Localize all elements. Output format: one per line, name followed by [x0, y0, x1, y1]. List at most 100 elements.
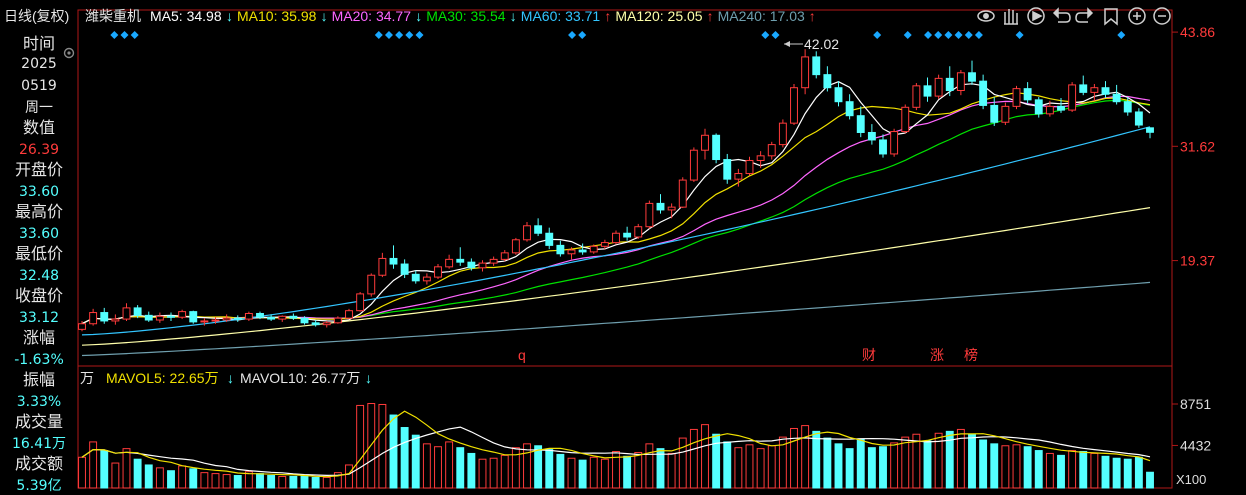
bookmark-icon[interactable] — [1104, 8, 1118, 26]
volume-ma-lines — [81, 410, 1151, 478]
candle-body — [723, 159, 732, 180]
candle-body — [489, 258, 498, 264]
ma-arrow-0: ↓ — [226, 8, 233, 24]
candle-body — [1112, 93, 1121, 103]
volume-axis: 8751 4432 — [1172, 396, 1211, 453]
event-labels: q 财 涨 榜 — [518, 347, 978, 363]
candle-body — [523, 225, 531, 241]
ma-label-4: MA60: 33.71 — [521, 8, 601, 24]
volume-bar — [890, 442, 899, 489]
eye-icon[interactable] — [977, 10, 995, 22]
volume-bar — [1146, 471, 1154, 489]
candle-body — [1057, 105, 1065, 111]
candle-body — [567, 249, 576, 255]
candle-body — [1101, 87, 1110, 95]
candle-body — [945, 77, 954, 92]
event-marker-diamond — [384, 31, 393, 39]
ma-label-5: MA120: 25.05 — [615, 8, 702, 24]
volume-bar — [167, 470, 175, 489]
event-marker-diamond — [120, 31, 129, 39]
redo-icon[interactable] — [1075, 7, 1094, 23]
candle-body — [578, 249, 587, 253]
sidebar-value-0-1: 0519 — [21, 78, 57, 94]
volume-bar — [845, 448, 854, 489]
candle-body — [600, 242, 609, 247]
hand-icon[interactable] — [1004, 9, 1018, 25]
volume-bar — [701, 424, 709, 489]
candle-body — [545, 232, 554, 246]
candle-body — [979, 80, 988, 106]
volume-bar — [834, 443, 843, 489]
volume-tick-label: 8751 — [1180, 396, 1211, 412]
candle-body — [144, 314, 153, 321]
candle-body — [1068, 84, 1077, 111]
sidebar-value-0-0: 2025 — [21, 56, 57, 72]
candle-body — [734, 173, 743, 180]
volume-bar — [778, 436, 787, 489]
sidebar-value-0-2: 周一 — [25, 100, 53, 116]
candle-body — [623, 232, 632, 238]
candle-body — [812, 56, 821, 76]
play-icon[interactable] — [1027, 7, 1045, 25]
mavol10-arrow: ↓ — [365, 370, 372, 386]
volume-bar — [856, 438, 865, 489]
zoom-out-icon[interactable] — [1153, 7, 1171, 25]
volume-bar — [578, 459, 587, 489]
candle-body — [500, 252, 509, 260]
candle-body — [701, 134, 709, 151]
candle-body — [356, 293, 365, 312]
volume-bar — [745, 444, 754, 489]
candle-body — [934, 77, 943, 97]
volume-bar — [767, 445, 776, 489]
candles — [78, 49, 1154, 332]
event-label-rank: 榜 — [964, 347, 978, 363]
volume-bar — [1112, 457, 1121, 489]
candle-body — [534, 225, 543, 234]
volume-bar — [945, 430, 954, 489]
mavol10-label: MAVOL10: 26.77万 — [240, 370, 360, 386]
volume-bar — [200, 472, 209, 489]
volume-tick-label: 4432 — [1180, 437, 1211, 453]
sidebar-value-3-0: 33.60 — [18, 226, 60, 242]
ma-label-0: MA5: 34.98 — [150, 8, 222, 24]
candle-body — [990, 104, 999, 123]
volume-bar — [1057, 454, 1065, 489]
volume-bar — [378, 403, 387, 489]
volume-bar — [923, 440, 932, 489]
settings-icon[interactable] — [62, 46, 76, 60]
event-marker-diamond — [944, 31, 953, 39]
event-marker-diamond — [924, 31, 933, 39]
price-tick-label: 19.37 — [1180, 253, 1215, 269]
volume-axis-unit: X100 — [1176, 472, 1206, 487]
volume-bar — [756, 448, 765, 489]
event-marker-diamond — [395, 31, 404, 39]
volume-bar — [1079, 451, 1088, 489]
candle-body — [300, 317, 309, 324]
candle-body — [1034, 99, 1043, 115]
undo-icon[interactable] — [1052, 7, 1071, 23]
candle-body — [1134, 111, 1143, 126]
volume-bar — [823, 437, 832, 489]
ma-arrow-6: ↑ — [809, 8, 816, 24]
sidebar-value-4-0: 32.48 — [18, 268, 60, 284]
zoom-in-icon[interactable] — [1128, 7, 1146, 25]
volume-bar — [1001, 445, 1010, 489]
volume-bar — [1101, 455, 1110, 489]
volume-bar — [289, 475, 298, 489]
volume-bar — [634, 451, 643, 489]
ma-arrow-1: ↓ — [321, 8, 328, 24]
candle-body — [1045, 105, 1054, 115]
sidebar-label-1: 数值 — [22, 118, 55, 137]
volume-bar — [78, 456, 86, 489]
volume-bar — [267, 475, 276, 489]
candle-body — [167, 315, 175, 318]
candle-body — [133, 307, 142, 316]
candle-body — [311, 322, 320, 326]
volume-bar — [222, 474, 231, 489]
event-marker-diamond — [415, 31, 424, 39]
candle-body — [901, 106, 910, 133]
volume-bar — [1045, 452, 1054, 489]
ma-arrow-2: ↓ — [415, 8, 422, 24]
volume-bar — [1068, 450, 1077, 489]
